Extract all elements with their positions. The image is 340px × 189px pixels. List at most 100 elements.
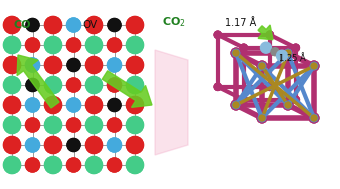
- Circle shape: [292, 96, 300, 103]
- Circle shape: [3, 16, 20, 33]
- Circle shape: [257, 61, 267, 71]
- Circle shape: [3, 57, 20, 74]
- Circle shape: [258, 114, 266, 122]
- Text: CO: CO: [14, 20, 32, 30]
- Polygon shape: [258, 25, 273, 40]
- Circle shape: [284, 49, 292, 57]
- Polygon shape: [17, 55, 59, 108]
- Text: 1.25 Å: 1.25 Å: [279, 54, 306, 63]
- Circle shape: [231, 48, 241, 58]
- Circle shape: [85, 57, 102, 74]
- Circle shape: [309, 113, 319, 123]
- Circle shape: [126, 156, 143, 174]
- Circle shape: [233, 49, 240, 57]
- Circle shape: [310, 62, 318, 70]
- Circle shape: [126, 77, 143, 94]
- Circle shape: [292, 44, 300, 51]
- Circle shape: [126, 116, 143, 133]
- Circle shape: [67, 158, 81, 172]
- Circle shape: [240, 96, 248, 103]
- Circle shape: [257, 61, 267, 71]
- Circle shape: [292, 96, 300, 103]
- Circle shape: [26, 38, 39, 52]
- Circle shape: [107, 78, 121, 92]
- Circle shape: [108, 19, 121, 32]
- Circle shape: [45, 136, 62, 153]
- Circle shape: [214, 83, 221, 90]
- Circle shape: [259, 115, 265, 121]
- Circle shape: [266, 31, 273, 38]
- Circle shape: [126, 156, 143, 174]
- Circle shape: [240, 44, 248, 51]
- Circle shape: [258, 62, 266, 70]
- Circle shape: [285, 102, 291, 108]
- Circle shape: [107, 38, 121, 52]
- Circle shape: [240, 96, 248, 103]
- Circle shape: [26, 98, 39, 112]
- Circle shape: [283, 100, 293, 110]
- Circle shape: [45, 16, 62, 33]
- Circle shape: [233, 102, 239, 108]
- Circle shape: [26, 138, 39, 152]
- Circle shape: [85, 156, 102, 174]
- Circle shape: [107, 58, 121, 72]
- Polygon shape: [155, 50, 188, 155]
- Circle shape: [214, 31, 221, 38]
- Circle shape: [26, 118, 39, 132]
- Circle shape: [108, 19, 121, 32]
- Circle shape: [292, 44, 300, 51]
- Circle shape: [3, 77, 20, 94]
- Circle shape: [67, 18, 81, 32]
- Circle shape: [67, 158, 81, 172]
- Circle shape: [107, 138, 121, 152]
- Circle shape: [126, 57, 143, 74]
- Circle shape: [284, 49, 292, 57]
- Circle shape: [67, 38, 81, 52]
- Circle shape: [271, 48, 279, 56]
- Circle shape: [45, 57, 62, 74]
- Circle shape: [266, 83, 273, 90]
- Circle shape: [108, 98, 121, 112]
- Polygon shape: [102, 71, 152, 107]
- Circle shape: [26, 158, 39, 172]
- Circle shape: [3, 156, 20, 174]
- Circle shape: [26, 118, 39, 132]
- Circle shape: [214, 83, 221, 90]
- Circle shape: [257, 113, 267, 123]
- Circle shape: [45, 97, 62, 114]
- Circle shape: [283, 48, 293, 58]
- Circle shape: [26, 138, 39, 152]
- Circle shape: [107, 118, 121, 132]
- Circle shape: [126, 77, 143, 94]
- Circle shape: [3, 97, 20, 114]
- Circle shape: [231, 100, 241, 110]
- Circle shape: [67, 118, 81, 132]
- Circle shape: [257, 61, 267, 71]
- Circle shape: [126, 97, 143, 114]
- Circle shape: [3, 156, 20, 174]
- Circle shape: [85, 77, 102, 94]
- Circle shape: [3, 97, 20, 114]
- Circle shape: [126, 136, 143, 153]
- Circle shape: [26, 58, 39, 72]
- Circle shape: [240, 44, 248, 51]
- Circle shape: [67, 78, 81, 92]
- Circle shape: [45, 57, 62, 74]
- Circle shape: [233, 101, 240, 109]
- Circle shape: [45, 116, 62, 133]
- Circle shape: [259, 63, 265, 69]
- Circle shape: [233, 49, 240, 57]
- Circle shape: [309, 113, 319, 123]
- Circle shape: [45, 116, 62, 133]
- Circle shape: [257, 113, 267, 123]
- Circle shape: [107, 78, 121, 92]
- Circle shape: [85, 16, 102, 33]
- Circle shape: [309, 61, 319, 71]
- Text: 1.17 Å: 1.17 Å: [225, 18, 256, 28]
- Circle shape: [3, 136, 20, 153]
- Circle shape: [292, 44, 300, 51]
- Circle shape: [126, 36, 143, 53]
- Circle shape: [85, 136, 102, 153]
- Circle shape: [107, 118, 121, 132]
- Circle shape: [266, 83, 273, 90]
